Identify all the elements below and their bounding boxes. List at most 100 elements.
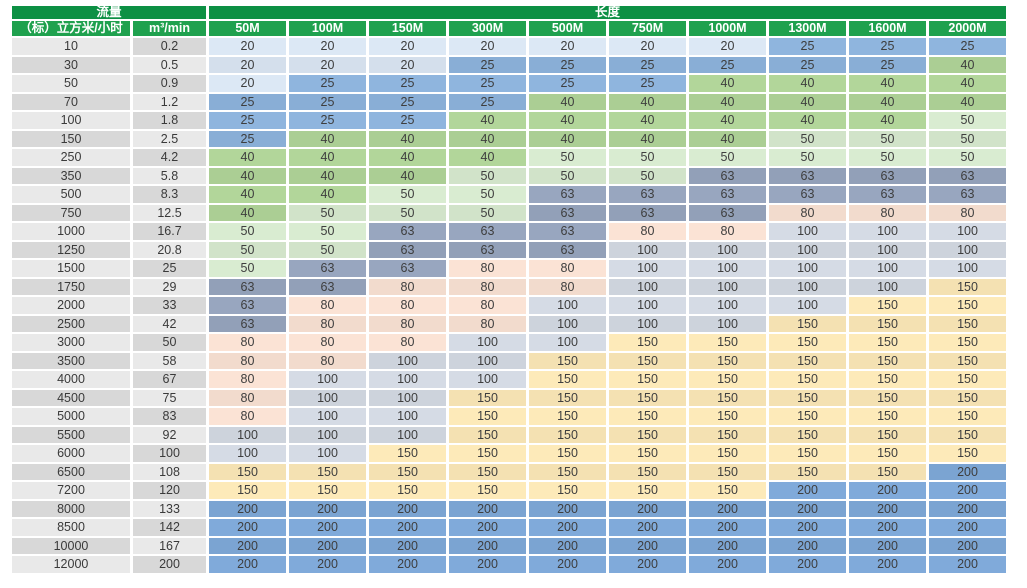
length-column-header-150m: 150M: [369, 21, 446, 36]
pipe-size-cell: 200: [769, 519, 846, 536]
pipe-size-cell: 100: [769, 278, 846, 295]
pipe-size-cell: 200: [849, 482, 926, 499]
pipe-size-cell: 80: [929, 204, 1006, 221]
pipe-size-cell: 150: [689, 334, 766, 351]
pipe-size-cell: 150: [689, 426, 766, 443]
pipe-size-cell: 40: [609, 112, 686, 129]
pipe-size-cell: 100: [529, 315, 606, 332]
flow-min-cell: 133: [133, 500, 206, 517]
table-row: 10 0.2 20 20 20 20 20 20 20 25 25 25: [12, 38, 1006, 55]
table-row: 4000 67 80 100 100 100 150 150 150 150 150 150: [12, 371, 1006, 388]
flow-min-cell: 29: [133, 278, 206, 295]
flow-min-column-header: m³/min: [133, 21, 206, 36]
pipe-size-cell: 200: [289, 519, 366, 536]
pipe-size-cell: 20: [529, 38, 606, 55]
pipe-size-cell: 80: [289, 315, 366, 332]
flow-min-cell: 58: [133, 352, 206, 369]
pipe-size-cell: 100: [529, 334, 606, 351]
table-row: 70 1.2 25 25 25 25 40 40 40 40 40 40: [12, 93, 1006, 110]
pipe-size-cell: 40: [449, 112, 526, 129]
flow-std-cell: 10000: [12, 537, 130, 554]
flow-min-cell: 20.8: [133, 241, 206, 258]
pipe-size-cell: 150: [929, 334, 1006, 351]
pipe-size-cell: 150: [209, 482, 286, 499]
pipe-size-cell: 150: [449, 408, 526, 425]
pipe-size-cell: 100: [369, 408, 446, 425]
table-body: 10 0.2 20 20 20 20 20 20 20 25 25 25 30 0.5 20 20 20 25 25…: [12, 38, 1006, 573]
pipe-size-cell: 40: [529, 130, 606, 147]
pipe-size-cell: 150: [369, 445, 446, 462]
pipe-size-cell: 150: [289, 463, 366, 480]
pipe-size-cell: 150: [849, 389, 926, 406]
pipe-size-cell: 63: [929, 186, 1006, 203]
pipe-size-cell: 150: [849, 426, 926, 443]
pipe-size-cell: 100: [529, 297, 606, 314]
length-group-header: 长度: [209, 6, 1006, 19]
table-row: 7200 120 150 150 150 150 150 150 150 200 200 200: [12, 482, 1006, 499]
pipe-size-cell: 20: [209, 56, 286, 73]
flow-std-cell: 7200: [12, 482, 130, 499]
pipe-size-cell: 63: [529, 204, 606, 221]
pipe-size-cell: 50: [849, 149, 926, 166]
flow-std-cell: 100: [12, 112, 130, 129]
table-row: 6000 100 100 100 150 150 150 150 150 150 150 150: [12, 445, 1006, 462]
pipe-size-cell: 100: [689, 297, 766, 314]
pipe-size-cell: 150: [769, 389, 846, 406]
flow-std-column-header: （标）立方米/小时: [12, 21, 130, 36]
flow-min-cell: 5.8: [133, 167, 206, 184]
pipe-size-cell: 150: [609, 408, 686, 425]
pipe-size-cell: 200: [369, 500, 446, 517]
pipe-size-cell: 200: [929, 537, 1006, 554]
pipe-size-cell: 100: [609, 278, 686, 295]
pipe-size-cell: 150: [529, 445, 606, 462]
flow-min-cell: 142: [133, 519, 206, 536]
pipe-size-cell: 150: [849, 408, 926, 425]
table-header: 流量 长度 （标）立方米/小时 m³/min 50M 100M 150M 300M 50…: [12, 6, 1006, 36]
pipe-size-cell: 150: [689, 408, 766, 425]
pipe-size-cell: 63: [529, 241, 606, 258]
pipe-size-cell: 25: [849, 56, 926, 73]
pipe-size-cell: 200: [449, 556, 526, 573]
flow-std-cell: 1250: [12, 241, 130, 258]
pipe-size-cell: 20: [369, 56, 446, 73]
pipe-size-cell: 150: [769, 463, 846, 480]
flow-min-cell: 0.9: [133, 75, 206, 92]
pipe-size-cell: 150: [689, 352, 766, 369]
pipe-size-cell: 150: [609, 445, 686, 462]
pipe-size-cell: 50: [209, 260, 286, 277]
pipe-size-cell: 100: [369, 371, 446, 388]
pipe-size-cell: 50: [929, 130, 1006, 147]
pipe-size-cell: 50: [449, 167, 526, 184]
pipe-size-cell: 25: [209, 130, 286, 147]
pipe-size-cell: 100: [769, 241, 846, 258]
pipe-size-cell: 100: [769, 223, 846, 240]
pipe-size-cell: 150: [689, 463, 766, 480]
pipe-size-cell: 100: [609, 315, 686, 332]
pipe-size-cell: 63: [209, 297, 286, 314]
pipe-size-cell: 80: [289, 297, 366, 314]
pipe-size-cell: 25: [209, 93, 286, 110]
flow-std-cell: 1750: [12, 278, 130, 295]
pipe-size-cell: 150: [449, 445, 526, 462]
pipe-size-cell: 100: [849, 241, 926, 258]
pipe-size-cell: 200: [929, 500, 1006, 517]
pipe-size-cell: 40: [769, 75, 846, 92]
pipe-size-cell: 40: [929, 56, 1006, 73]
pipe-size-cell: 200: [849, 519, 926, 536]
table-row: 1750 29 63 63 80 80 80 100 100 100 100 150: [12, 278, 1006, 295]
pipe-size-cell: 150: [609, 426, 686, 443]
pipe-size-cell: 25: [529, 75, 606, 92]
pipe-size-cell: 25: [449, 93, 526, 110]
flow-min-cell: 33: [133, 297, 206, 314]
pipe-size-cell: 200: [609, 500, 686, 517]
pipe-size-cell: 50: [289, 204, 366, 221]
pipe-size-cell: 200: [209, 500, 286, 517]
length-column-header-50m: 50M: [209, 21, 286, 36]
pipe-size-cell: 80: [289, 334, 366, 351]
pipe-size-cell: 40: [289, 130, 366, 147]
table-row: 2000 33 63 80 80 80 100 100 100 100 150 150: [12, 297, 1006, 314]
pipe-size-cell: 100: [849, 278, 926, 295]
pipe-size-cell: 50: [529, 149, 606, 166]
pipe-size-cell: 150: [449, 389, 526, 406]
pipe-size-cell: 150: [529, 352, 606, 369]
